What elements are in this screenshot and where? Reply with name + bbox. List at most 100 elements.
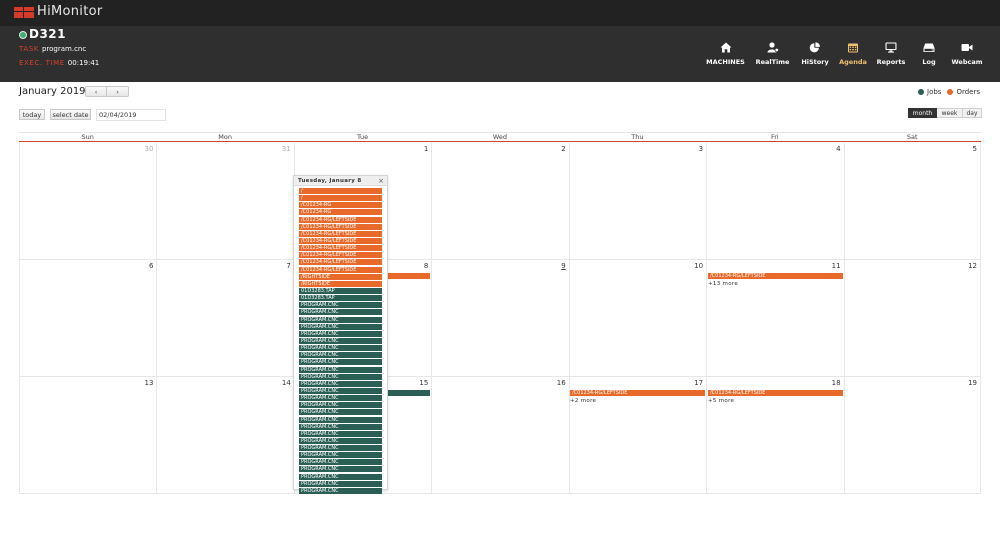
popover-event[interactable]: /C01234-RG/LEFTSIDE bbox=[299, 245, 382, 252]
popover-event[interactable]: PROGRAM.CNC bbox=[299, 387, 382, 394]
day-cell[interactable]: 6 bbox=[19, 260, 156, 377]
task-label: TASK bbox=[19, 45, 39, 53]
day-cell[interactable]: 18 bbox=[706, 377, 843, 494]
popover-event[interactable]: PROGRAM.CNC bbox=[299, 487, 382, 494]
popover-event[interactable]: /C01234-RG bbox=[299, 202, 382, 209]
day-cell[interactable]: 2 bbox=[431, 143, 568, 260]
select-date-button[interactable]: select date bbox=[50, 109, 91, 120]
popover-event[interactable]: PROGRAM.CNC bbox=[299, 337, 382, 344]
day-number: 1 bbox=[423, 145, 429, 153]
view-day-button[interactable]: day bbox=[963, 108, 982, 118]
date-input[interactable] bbox=[96, 109, 166, 121]
popover-event[interactable]: PROGRAM.CNC bbox=[299, 402, 382, 409]
more-events-link[interactable]: +2 more bbox=[570, 398, 597, 404]
day-cell[interactable]: 16 bbox=[431, 377, 568, 494]
popover-event[interactable]: /C01234-RG/LEFTSIDE bbox=[299, 223, 382, 230]
popover-event[interactable]: PROGRAM.CNC bbox=[299, 373, 382, 380]
popover-event[interactable]: /C01234-RG/LEFTSIDE bbox=[299, 230, 382, 237]
day-cell[interactable]: 7 bbox=[156, 260, 293, 377]
close-icon[interactable]: × bbox=[378, 177, 384, 185]
day-cell[interactable]: 3 bbox=[568, 143, 706, 260]
day-cell[interactable]: 10 bbox=[568, 260, 706, 377]
popover-event[interactable]: PROGRAM.CNC bbox=[299, 452, 382, 459]
day-cell[interactable]: 11 bbox=[706, 260, 843, 377]
brand-bar: HiMonitor bbox=[0, 0, 1000, 26]
popover-event[interactable]: PROGRAM.CNC bbox=[299, 330, 382, 337]
day-cell[interactable]: 13 bbox=[19, 377, 156, 494]
popover-event[interactable]: PROGRAM.CNC bbox=[299, 395, 382, 402]
popover-event[interactable]: PROGRAM.CNC bbox=[299, 409, 382, 416]
popover-event[interactable]: PROGRAM.CNC bbox=[299, 316, 382, 323]
day-cell[interactable]: 5 bbox=[843, 143, 981, 260]
next-month-button[interactable]: › bbox=[107, 86, 129, 97]
popover-event[interactable]: /C01234-RG/LEFTSIDE bbox=[299, 252, 382, 259]
popover-event[interactable]: PROGRAM.CNC bbox=[299, 445, 382, 452]
day-cell[interactable]: 9 bbox=[431, 260, 568, 377]
popover-event[interactable]: / bbox=[299, 188, 382, 194]
popover-event[interactable]: PROGRAM.CNC bbox=[299, 437, 382, 444]
popover-event[interactable]: PROGRAM.CNC bbox=[299, 473, 382, 480]
popover-event[interactable]: PROGRAM.CNC bbox=[299, 302, 382, 309]
popover-event[interactable]: PROGRAM.CNC bbox=[299, 309, 382, 316]
calendar-event[interactable] bbox=[387, 273, 430, 279]
popover-event[interactable]: /C01234-RG/LEFTSIDE bbox=[299, 237, 382, 244]
popover-event[interactable]: /C01234-RG bbox=[299, 209, 382, 216]
popover-event[interactable]: PROGRAM.CNC bbox=[299, 345, 382, 352]
today-button[interactable]: today bbox=[19, 109, 45, 120]
machine-header: D321 TASK program.cnc EXEC. TIME 00:19:41 … bbox=[0, 26, 1000, 82]
calendar-event[interactable]: /C01234-RG/LEFTSIDE bbox=[570, 390, 705, 396]
day-number: 9 bbox=[561, 262, 566, 270]
calendar-event[interactable]: /C01234-RG/LEFTSIDE bbox=[708, 273, 843, 279]
nav-machines[interactable]: MACHINES bbox=[702, 42, 749, 66]
popover-event[interactable]: PROGRAM.CNC bbox=[299, 323, 382, 330]
popover-event[interactable]: /C01234-RG/LEFTSIDE bbox=[299, 216, 382, 223]
popover-event[interactable]: 01D3283.TAP bbox=[299, 287, 382, 294]
day-number: 3 bbox=[698, 145, 704, 153]
popover-event[interactable]: PROGRAM.CNC bbox=[299, 430, 382, 437]
day-number: 7 bbox=[286, 262, 291, 270]
weekday-wed: Wed bbox=[492, 133, 508, 141]
calendar-icon bbox=[848, 43, 858, 53]
chevron-left-icon: ‹ bbox=[94, 87, 98, 96]
popover-event[interactable]: PROGRAM.CNC bbox=[299, 352, 382, 359]
popover-event[interactable]: /C01234-RG/LEFTSIDE bbox=[299, 259, 382, 266]
popover-event[interactable]: / bbox=[299, 195, 382, 202]
monitor-icon bbox=[885, 42, 897, 53]
calendar-event[interactable] bbox=[387, 390, 430, 396]
prev-month-button[interactable]: ‹ bbox=[85, 86, 107, 97]
nav-log[interactable]: Log bbox=[910, 42, 948, 66]
more-events-link[interactable]: +13 more bbox=[708, 281, 739, 287]
popover-event[interactable]: PROGRAM.CNC bbox=[299, 459, 382, 466]
nav-history[interactable]: HiStory bbox=[796, 42, 834, 66]
day-cell[interactable]: 12 bbox=[843, 260, 981, 377]
popover-event[interactable]: PROGRAM.CNC bbox=[299, 416, 382, 423]
day-cell[interactable]: 30 bbox=[19, 143, 156, 260]
view-month-button[interactable]: month bbox=[908, 108, 937, 118]
day-cell[interactable]: 14 bbox=[156, 377, 293, 494]
popover-event[interactable]: /C01234-RG/LEFTSIDE bbox=[299, 266, 382, 273]
day-cell[interactable]: 31 bbox=[156, 143, 293, 260]
nav-label-realtime: RealTime bbox=[755, 58, 790, 66]
nav-realtime[interactable]: RealTime bbox=[749, 42, 796, 66]
day-cell[interactable]: 4 bbox=[706, 143, 843, 260]
popover-event[interactable]: PROGRAM.CNC bbox=[299, 423, 382, 430]
popover-event[interactable]: PROGRAM.CNC bbox=[299, 380, 382, 387]
day-number: 13 bbox=[144, 379, 154, 387]
view-week-button[interactable]: week bbox=[937, 108, 963, 118]
day-number: 5 bbox=[972, 145, 977, 153]
day-cell[interactable]: 17 bbox=[568, 377, 706, 494]
popover-event[interactable]: PROGRAM.CNC bbox=[299, 466, 382, 473]
popover-event[interactable]: PROGRAM.CNC bbox=[299, 366, 382, 373]
popover-event[interactable]: /RIGHTSIDE bbox=[299, 280, 382, 287]
popover-event[interactable]: 01D3283.TAP bbox=[299, 295, 382, 302]
nav-agenda[interactable]: Agenda bbox=[834, 42, 872, 66]
day-cell[interactable]: 19 bbox=[843, 377, 981, 494]
nav-reports[interactable]: Reports bbox=[872, 42, 910, 66]
more-events-link[interactable]: +5 more bbox=[708, 398, 735, 404]
popover-event[interactable]: PROGRAM.CNC bbox=[299, 480, 382, 487]
nav-webcam[interactable]: Webcam bbox=[948, 42, 986, 66]
popover-event[interactable]: PROGRAM.CNC bbox=[299, 359, 382, 366]
calendar-event[interactable]: /C01234-RG/LEFTSIDE bbox=[708, 390, 843, 396]
week-row: 13 14 15 16 17 18 19 /C01234-RG/LEFTSIDE… bbox=[19, 377, 981, 494]
popover-event[interactable]: /RIGHTSIDE bbox=[299, 273, 382, 280]
